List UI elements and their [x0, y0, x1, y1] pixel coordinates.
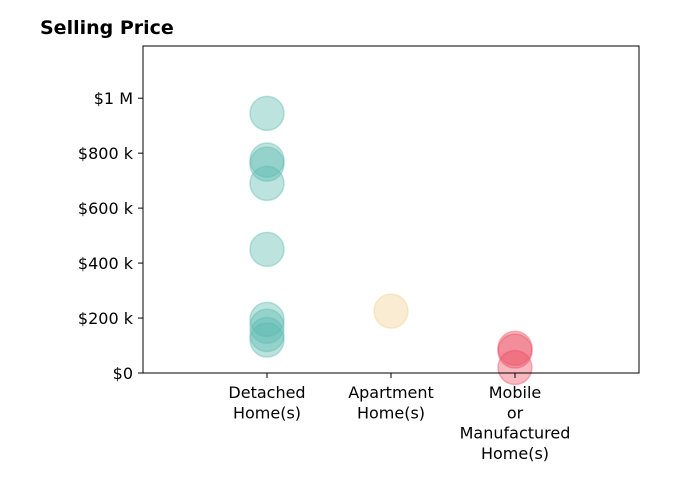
x-tick-label-line: Home(s)	[357, 403, 425, 422]
y-tick-label: $400 k	[78, 254, 134, 273]
data-point	[249, 146, 285, 182]
x-tick-label: Apartment Home(s)	[348, 383, 434, 422]
data-point	[249, 95, 285, 132]
x-tick-label-line: Home(s)	[233, 403, 301, 422]
x-tick-label: Detached Home(s)	[228, 383, 305, 422]
data-point	[497, 330, 533, 367]
x-tick-label-line: Mobile	[489, 383, 541, 402]
x-tick-label-line: Home(s)	[481, 444, 549, 463]
data-point	[497, 349, 533, 386]
points-layer	[249, 95, 533, 386]
y-axis: $0 $200 k $400 k $600 k $800 k $1 M	[78, 89, 143, 383]
data-point	[249, 301, 285, 338]
x-tick-label-line: Apartment	[348, 383, 434, 402]
data-point	[249, 316, 285, 353]
y-tick-label: $600 k	[78, 199, 134, 218]
x-tick-label-line: Detached	[228, 383, 305, 402]
x-axis: Detached Home(s)Apartment Home(s)Mobile or M…	[228, 373, 570, 463]
data-point	[249, 322, 285, 358]
data-point	[373, 293, 409, 329]
chart-title: Selling Price	[40, 17, 174, 39]
x-tick-label-line: Manufactured	[460, 424, 571, 443]
x-tick-label: Mobile or Manufactured Home(s)	[460, 383, 571, 463]
data-point	[249, 165, 285, 202]
y-tick-label: $1 M	[94, 89, 133, 108]
data-point	[497, 333, 533, 369]
y-tick-label: $800 k	[78, 144, 134, 163]
y-tick-label: $200 k	[78, 309, 134, 328]
data-point	[249, 231, 285, 268]
data-point	[249, 308, 285, 345]
y-tick-label: $0	[113, 364, 133, 383]
data-point	[249, 142, 285, 178]
x-tick-label-line: or	[507, 403, 524, 422]
